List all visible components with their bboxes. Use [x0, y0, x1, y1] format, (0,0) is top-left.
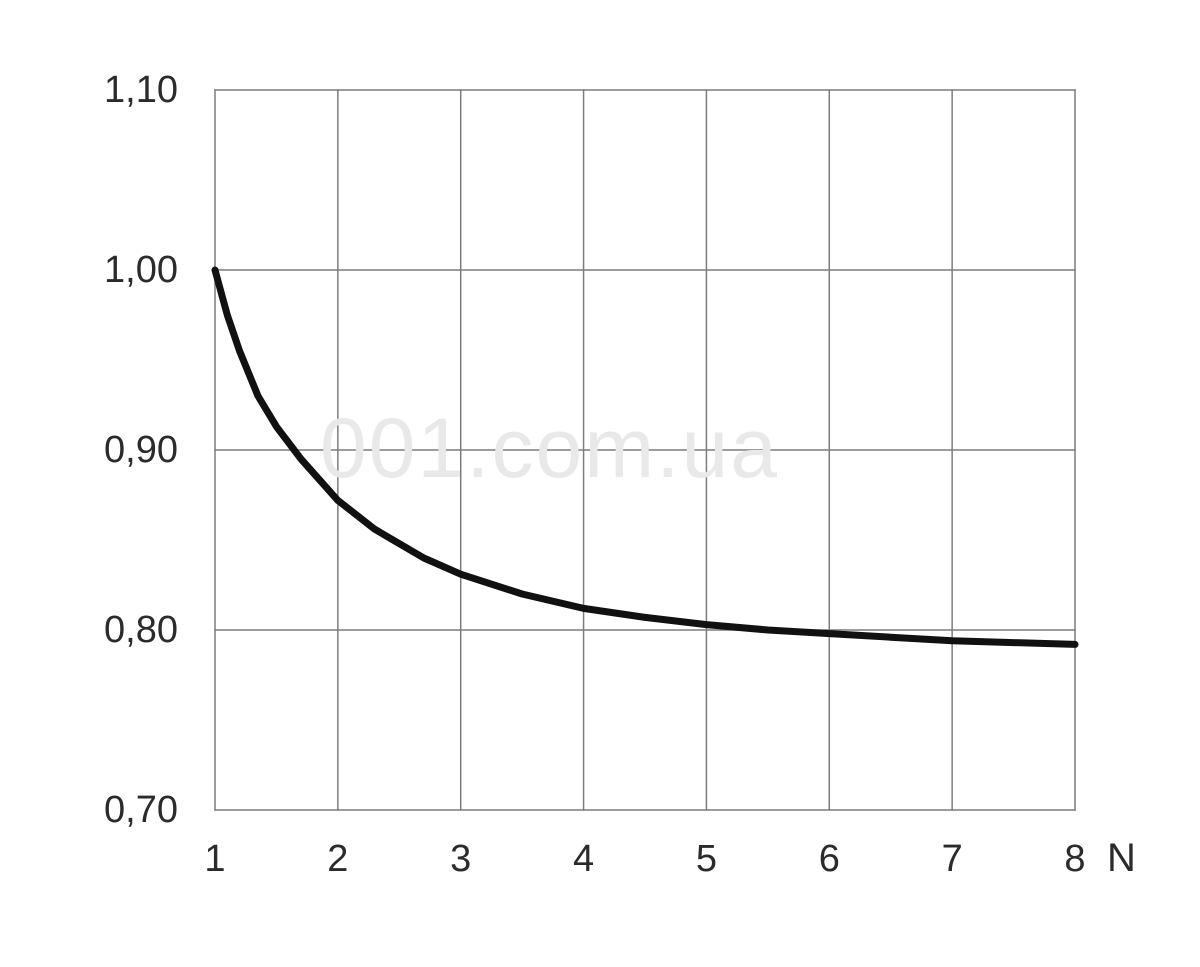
x-tick-label: 8	[1064, 840, 1085, 878]
x-tick-label: 2	[327, 840, 348, 878]
x-tick-label: 7	[942, 840, 963, 878]
y-tick-label: 1,10	[68, 71, 178, 109]
x-tick-label: 3	[450, 840, 471, 878]
y-tick-label: 1,00	[68, 251, 178, 289]
x-tick-label: 6	[819, 840, 840, 878]
chart-container: 1,10 1,00 0,90 0,80 0,70 1 2 3 4 5 6 7 8…	[0, 0, 1200, 967]
y-tick-label: 0,70	[68, 791, 178, 829]
x-tick-label: 5	[696, 840, 717, 878]
y-tick-label: 0,90	[68, 431, 178, 469]
x-tick-label: 1	[204, 840, 225, 878]
x-tick-label: 4	[573, 840, 594, 878]
x-axis-title: N	[1107, 838, 1136, 878]
chart-svg	[0, 0, 1200, 967]
y-tick-label: 0,80	[68, 611, 178, 649]
